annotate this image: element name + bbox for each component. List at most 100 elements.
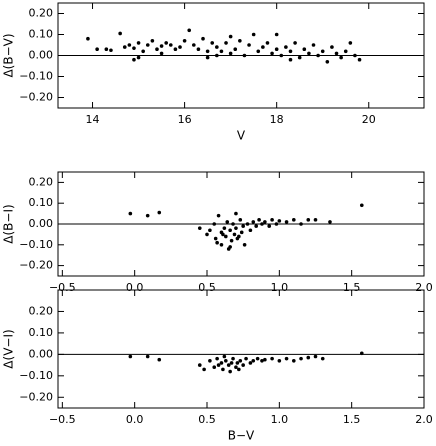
point: [228, 34, 233, 39]
point: [284, 220, 289, 224]
point: [277, 219, 282, 223]
point: [213, 236, 218, 241]
point: [159, 44, 164, 48]
point: [228, 369, 232, 374]
point: [157, 210, 162, 215]
point: [297, 55, 302, 60]
point: [238, 359, 243, 363]
point: [132, 57, 136, 62]
x-tick-label: 20: [362, 113, 376, 126]
point: [231, 356, 235, 361]
point: [235, 361, 240, 365]
point: [239, 230, 244, 235]
point: [313, 354, 318, 359]
x-tick-label: 0.0: [126, 413, 144, 426]
point: [221, 232, 225, 237]
point: [212, 365, 217, 370]
point: [270, 356, 274, 361]
point: [248, 228, 253, 233]
point: [145, 43, 150, 47]
point: [210, 41, 215, 45]
point: [208, 228, 212, 233]
point: [284, 356, 289, 361]
point: [221, 367, 225, 372]
point: [247, 43, 251, 47]
point: [136, 41, 141, 45]
point: [219, 243, 224, 247]
point: [256, 49, 261, 54]
x-tick-label: 0.5: [198, 413, 216, 426]
point: [219, 49, 224, 54]
point: [328, 220, 332, 224]
point: [104, 47, 109, 51]
point: [145, 354, 150, 359]
x-tick-label: 0.0: [126, 281, 144, 294]
point: [245, 222, 250, 226]
point: [150, 39, 155, 43]
point: [288, 57, 293, 62]
point: [263, 220, 267, 224]
point: [215, 45, 219, 49]
point: [254, 224, 258, 228]
point: [215, 53, 219, 58]
point: [244, 356, 248, 361]
point: [182, 39, 187, 43]
point: [109, 48, 113, 53]
point: [359, 351, 364, 356]
point: [224, 234, 228, 239]
point: [205, 232, 209, 237]
point: [216, 213, 221, 218]
point: [225, 220, 230, 224]
x-tick-label: 2.0: [415, 413, 433, 426]
point: [118, 31, 122, 36]
point: [339, 55, 343, 60]
point: [224, 41, 228, 45]
x-axis-title: B−V: [228, 429, 255, 443]
point: [231, 222, 235, 226]
point: [265, 41, 270, 45]
point: [197, 363, 202, 367]
point: [251, 220, 256, 224]
point: [122, 45, 127, 49]
point: [238, 218, 243, 222]
point: [277, 359, 282, 363]
point: [157, 357, 162, 362]
point: [234, 226, 238, 230]
point: [248, 361, 253, 365]
point: [288, 49, 293, 54]
point: [215, 240, 219, 245]
point: [232, 232, 237, 237]
y-tick-label: 0.20: [29, 304, 54, 317]
point: [348, 41, 353, 45]
point: [164, 41, 168, 45]
point: [334, 51, 339, 56]
point: [155, 47, 159, 51]
y-tick-label: 0.10: [29, 326, 54, 339]
point: [359, 203, 364, 208]
y-tick-label: −0.10: [19, 369, 53, 382]
point: [284, 45, 288, 49]
point: [86, 36, 90, 41]
point: [136, 55, 141, 60]
point: [263, 357, 267, 362]
x-tick-label: 14: [86, 113, 100, 126]
y-tick-label: 0.00: [29, 49, 54, 62]
point: [228, 228, 232, 233]
y-tick-label: 0.00: [29, 217, 54, 230]
point: [197, 226, 202, 230]
point: [202, 367, 206, 372]
point: [325, 60, 330, 64]
x-tick-label: 1.5: [343, 281, 361, 294]
point: [279, 53, 284, 58]
point: [212, 222, 217, 226]
plot-frame: [57, 289, 425, 409]
point: [270, 51, 274, 56]
point: [274, 222, 279, 226]
point: [226, 363, 231, 367]
point: [228, 245, 232, 249]
point: [192, 43, 196, 47]
point: [229, 238, 234, 243]
point: [168, 43, 173, 47]
point: [219, 361, 224, 365]
point: [159, 51, 164, 56]
